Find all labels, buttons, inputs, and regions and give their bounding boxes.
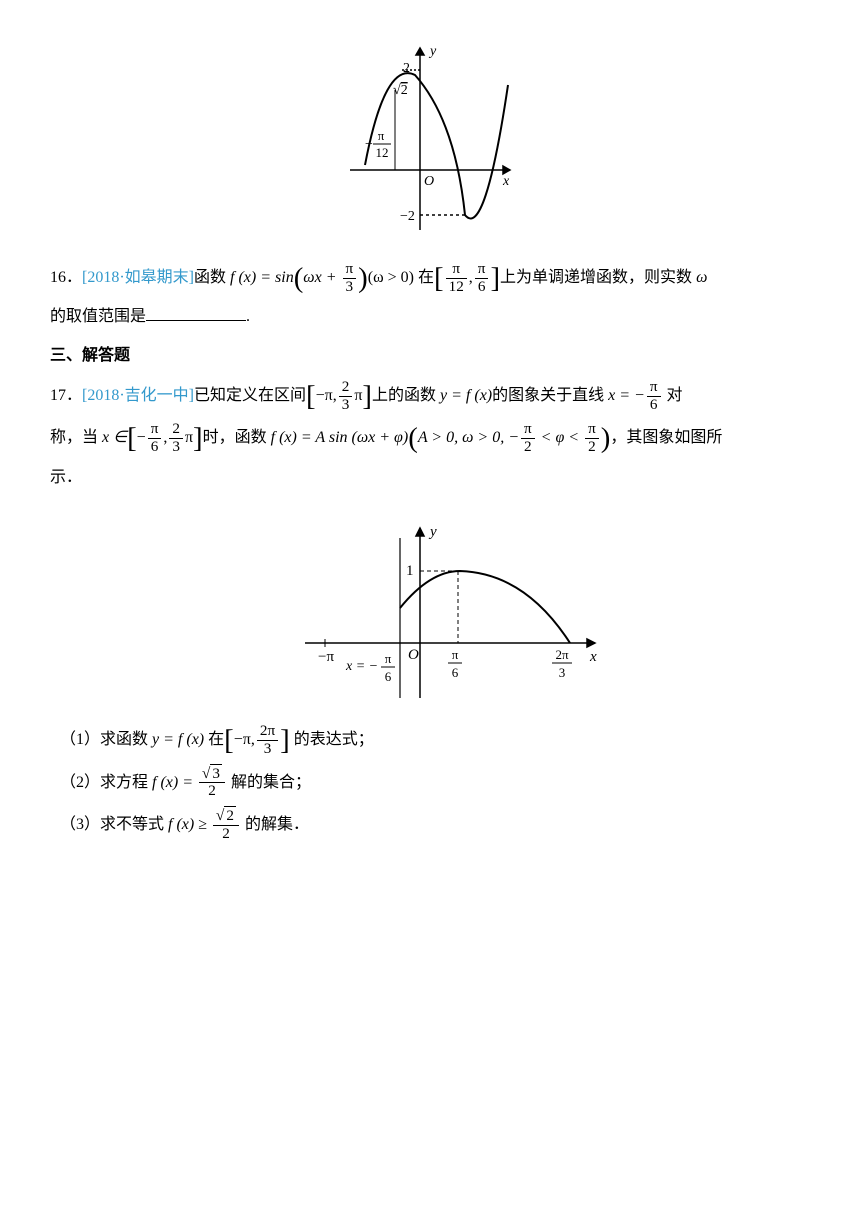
p16-t1: 函数 [194,269,226,286]
fig1-sqrt2: √2 [393,83,408,98]
p16-cond: (ω > 0) [368,269,414,286]
s3-t2: 的解集． [245,816,309,833]
s2-rhs: √32 [199,766,225,800]
fig2-pi6: π 6 [448,647,462,680]
s3-t1: 求不等式 [100,816,164,833]
problem-16-line2: 的取值范围是. [50,303,810,332]
p17-xin: x ∈ [102,429,127,446]
section-3-head: 三、解答题 [50,342,810,371]
svg-text:π: π [385,651,392,666]
p16-t4: 的取值范围是 [50,308,146,325]
fig2-x: x [589,649,597,665]
fig2-one: 1 [406,563,414,579]
p17-num: 17 [50,387,66,404]
p16-frac-pi3: π3 [343,261,357,295]
problem-17-line2: 称，当 x ∈[−π6,23π]时，函数 f (x) = A sin (ωx +… [50,421,810,455]
p17-t1: 已知定义在区间 [194,387,306,404]
problem-17: 17．[2018·吉化一中]已知定义在区间[−π,23π]上的函数 y = f … [50,379,810,413]
p17-t7: 示． [50,469,82,486]
problem-17-line3: 示． [50,464,810,493]
sub-3: （3）求不等式 f (x) ≥ √22 的解集． [60,808,810,842]
p16-func: f (x) = sin [230,269,294,286]
figure-sine-1: y x O 2 √2 −2 − π 12 [50,40,810,251]
s2-num: （2） [60,774,100,791]
fig1-svg: y x O 2 √2 −2 − π 12 [345,40,515,240]
fig2-y: y [428,524,437,540]
fig2-xline-label: x = − π 6 [345,651,395,684]
sub-2: （2）求方程 f (x) = √32 解的集合； [60,766,810,800]
s2-fx: f (x) = [152,774,193,791]
svg-text:π: π [378,128,385,143]
svg-text:6: 6 [385,669,392,684]
p17-source: [2018·吉化一中] [82,387,194,404]
s1-yf: y = f (x) [152,731,204,748]
p17-i2bs: π [185,429,193,446]
p16-source: [2018·如皋期末] [82,269,194,286]
svg-text:6: 6 [452,665,459,680]
s1-t2: 在 [208,731,224,748]
fig1-neg2: −2 [400,209,415,224]
p17-i2as: − [137,429,146,446]
p16-arg1: ωx + [303,269,336,286]
p17-int2a: π6 [148,421,162,455]
fig1-x-label: x [502,174,510,189]
s1-t3: 的表达式； [294,731,374,748]
svg-text:π: π [452,647,459,662]
p16-int-b: π6 [475,261,489,295]
figure-sine-2: y x O 1 −π x = − π 6 π 6 2π 3 [50,503,810,714]
fig1-y-label: y [428,44,437,59]
fig1-negpi12: − π 12 [365,128,391,160]
s1-ia: −π [234,731,251,748]
svg-text:−: − [365,137,373,152]
s2-t1: 求方程 [100,774,148,791]
p17-symx: x = − [608,387,645,404]
p17-cf2: π2 [585,421,599,455]
p17-t3: 的图象关于直线 [492,387,604,404]
s3-fx: f (x) ≥ [168,816,207,833]
fig2-svg: y x O 1 −π x = − π 6 π 6 2π 3 [250,503,610,703]
problem-16: 16．[2018·如皋期末]函数 f (x) = sin(ωx + π3)(ω … [50,261,810,295]
p17-cf1: π2 [521,421,535,455]
p17-t4: 对 [667,387,683,404]
p16-int-a: π12 [446,261,467,295]
svg-text:3: 3 [559,665,566,680]
s1-t1: 求函数 [100,731,148,748]
p16-num: 16 [50,269,66,286]
fig1-o-label: O [424,174,434,189]
fig1-two: 2 [403,61,410,76]
s2-t2: 解的集合； [231,774,311,791]
p16-omega: ω [696,269,707,286]
s1-ib: 2π3 [257,723,278,757]
fig2-negpi: −π [318,649,334,665]
p16-t3: 上为单调递增函数，则实数 [500,269,692,286]
p16-period: . [246,308,250,325]
s1-num: （1） [60,731,100,748]
fig2-o: O [408,647,419,663]
p17-int2b: 23 [169,421,183,455]
svg-text:x = −: x = − [345,659,378,674]
p17-t6: ，其图象如图所 [610,429,722,446]
p17-yf: y = f (x) [440,387,492,404]
p17-sym-frac: π6 [647,379,661,413]
s3-rhs: √22 [213,808,239,842]
p17-int1b: 23 [339,379,353,413]
sub-1: （1）求函数 y = f (x) 在[−π,2π3] 的表达式； [60,723,810,757]
s3-num: （3） [60,816,100,833]
p17-ca: A > 0, ω > 0, − [418,429,519,446]
svg-text:12: 12 [376,145,389,160]
fig2-2pi3: 2π 3 [552,647,572,680]
p17-int1a: −π [316,387,333,404]
p17-fx: f (x) = A sin (ωx + φ) [271,429,409,446]
p17-t4b: 称，当 [50,429,98,446]
svg-text:2π: 2π [555,647,569,662]
p16-blank [146,304,246,321]
p16-t2: 在 [418,269,434,286]
p17-cm: < φ < [541,429,579,446]
p17-t2: 上的函数 [372,387,436,404]
p17-t5: 时，函数 [203,429,267,446]
